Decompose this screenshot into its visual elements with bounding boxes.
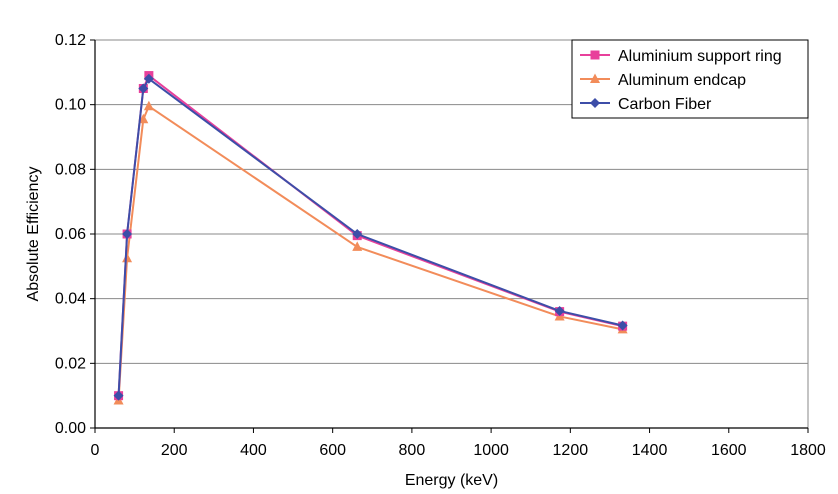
y-tick-label: 0.06 — [55, 226, 86, 243]
axes: 0.00 0.02 0.04 0.06 0.08 0.10 0.12 0 200 400 600 80… — [55, 32, 826, 459]
x-tick-label: 1800 — [790, 442, 826, 459]
data-point — [122, 252, 133, 263]
y-tick-label: 0.00 — [55, 420, 86, 437]
x-tick-label: 200 — [161, 442, 188, 459]
y-tick-label: 0.10 — [55, 97, 86, 114]
x-tick-label: 1200 — [553, 442, 589, 459]
x-tick-label: 600 — [319, 442, 346, 459]
legend-label: Carbon Fiber — [618, 96, 712, 113]
x-axis-title: Energy (keV) — [405, 472, 498, 489]
legend-box — [571, 39, 809, 119]
legend-entry: Aluminium support ring — [580, 48, 782, 65]
y-tick-label: 0.08 — [55, 161, 86, 178]
series-group — [113, 71, 628, 405]
legend-marker — [590, 73, 600, 83]
series-2 — [113, 73, 628, 401]
y-tick-label: 0.12 — [55, 32, 86, 49]
y-tick-label: 0.02 — [55, 355, 86, 372]
data-point — [113, 390, 124, 401]
legend-marker — [590, 98, 600, 108]
legend-entry: Aluminum endcap — [580, 72, 746, 89]
data-point — [138, 83, 149, 94]
y-tick-label: 0.04 — [55, 291, 86, 308]
x-tick-label: 1600 — [711, 442, 747, 459]
x-tick-label: 800 — [399, 442, 426, 459]
legend: Aluminium support ring Aluminum endcap Car… — [571, 39, 809, 119]
x-tick-label: 1000 — [473, 442, 509, 459]
data-point — [352, 229, 363, 239]
data-point — [143, 100, 154, 111]
legend-label: Aluminium support ring — [618, 48, 782, 65]
data-point — [138, 113, 149, 124]
x-tick-label: 1400 — [632, 442, 668, 459]
data-point — [122, 229, 133, 239]
legend-entry: Carbon Fiber — [580, 96, 712, 113]
x-tick-label: 0 — [91, 442, 100, 459]
legend-marker — [590, 50, 600, 60]
x-tick-label: 400 — [240, 442, 267, 459]
y-axis-title: Absolute Efficiency — [25, 167, 42, 302]
data-point — [554, 305, 565, 316]
data-point — [617, 320, 628, 331]
data-point — [143, 73, 154, 84]
data-point — [352, 241, 363, 251]
legend-label: Aluminum endcap — [618, 72, 746, 89]
